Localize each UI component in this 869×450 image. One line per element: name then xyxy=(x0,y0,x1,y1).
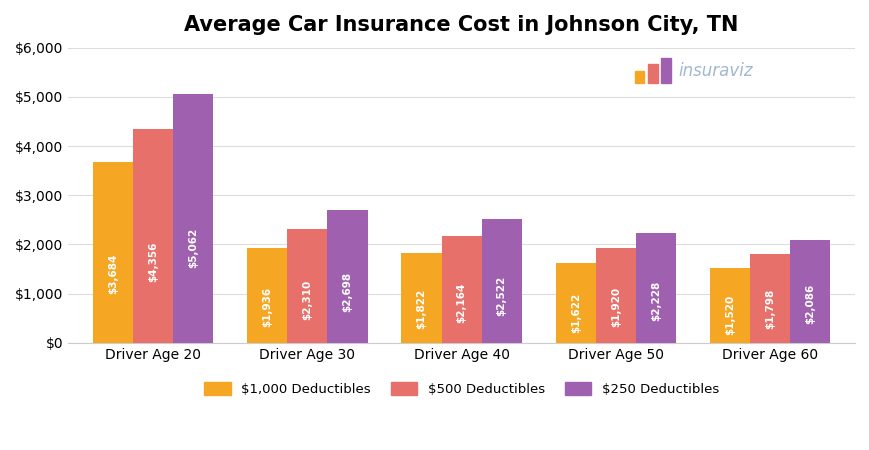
Text: $2,310: $2,310 xyxy=(302,279,312,320)
Bar xyxy=(709,268,749,343)
Title: Average Car Insurance Cost in Johnson City, TN: Average Car Insurance Cost in Johnson Ci… xyxy=(184,15,738,35)
Bar xyxy=(481,219,521,343)
Text: $2,228: $2,228 xyxy=(650,281,660,321)
Bar xyxy=(441,236,481,343)
Text: $5,062: $5,062 xyxy=(188,228,198,268)
Text: insuraviz: insuraviz xyxy=(678,62,753,80)
Text: $2,164: $2,164 xyxy=(456,282,466,323)
Bar xyxy=(647,64,657,83)
Text: $2,522: $2,522 xyxy=(496,275,506,316)
Bar xyxy=(327,210,367,343)
Bar xyxy=(287,229,327,343)
Text: $3,684: $3,684 xyxy=(108,254,118,294)
Bar xyxy=(133,129,173,343)
Bar xyxy=(789,240,829,343)
Bar xyxy=(660,58,670,83)
Text: $1,822: $1,822 xyxy=(416,289,426,329)
Bar xyxy=(634,71,643,83)
Text: $2,086: $2,086 xyxy=(805,284,814,324)
Legend: $1,000 Deductibles, $500 Deductibles, $250 Deductibles: $1,000 Deductibles, $500 Deductibles, $2… xyxy=(199,377,723,401)
Bar xyxy=(173,94,213,343)
Bar xyxy=(555,263,595,343)
Bar xyxy=(93,162,133,343)
Text: $1,936: $1,936 xyxy=(262,287,272,327)
Text: $1,622: $1,622 xyxy=(570,292,580,333)
Bar xyxy=(635,233,675,343)
Bar xyxy=(595,248,635,343)
Text: $2,698: $2,698 xyxy=(342,272,352,312)
Text: $1,920: $1,920 xyxy=(610,287,620,327)
Bar xyxy=(749,254,789,343)
Bar xyxy=(401,253,441,343)
Text: $1,520: $1,520 xyxy=(724,294,734,334)
Bar xyxy=(247,248,287,343)
Text: $4,356: $4,356 xyxy=(148,241,158,282)
Text: $1,798: $1,798 xyxy=(764,289,774,329)
